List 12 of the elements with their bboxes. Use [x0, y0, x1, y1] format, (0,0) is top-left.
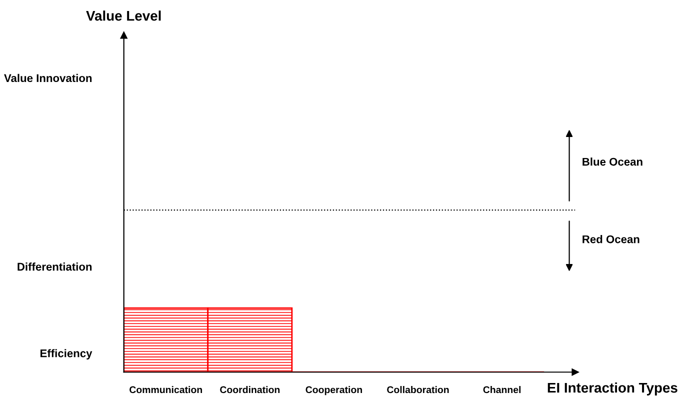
text: Red Ocean	[582, 235, 640, 244]
x-tick-label: Collaboration	[387, 386, 449, 394]
text: Differentiation	[18, 262, 92, 271]
x-tick-label: Coordination	[220, 386, 280, 394]
text: Blue Ocean	[582, 158, 642, 166]
x-tick-label: Communication	[130, 386, 202, 394]
x-tick-label: Cooperation	[306, 386, 362, 396]
x-tick-label: Channel	[483, 386, 521, 394]
text: Value Innovation	[4, 74, 92, 82]
x-axis-title: EI Interaction Types	[548, 382, 678, 396]
text: Value Level	[86, 10, 161, 21]
text: Efficiency	[40, 349, 92, 360]
